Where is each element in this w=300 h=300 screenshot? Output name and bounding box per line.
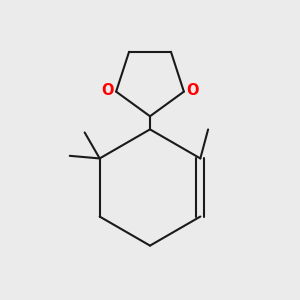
Text: O: O <box>186 83 198 98</box>
Text: O: O <box>102 83 114 98</box>
